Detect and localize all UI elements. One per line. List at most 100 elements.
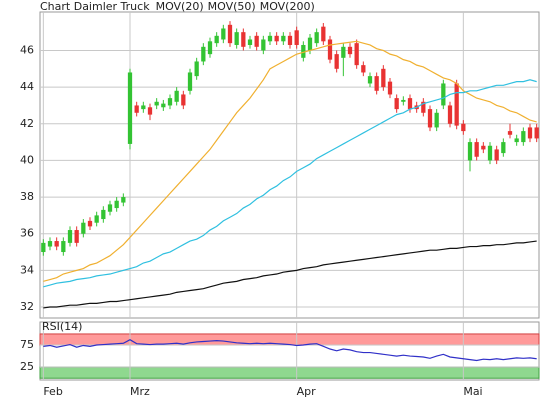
candle-body — [187, 72, 193, 91]
candle-body — [501, 142, 506, 154]
candle-body — [374, 76, 379, 91]
candle-body — [361, 65, 366, 73]
y-tick-label: 34 — [20, 263, 34, 276]
candle-body — [254, 35, 259, 47]
candle-body — [334, 54, 339, 69]
legend-entry: MOV(50) — [208, 0, 256, 13]
chart-title: Chart Daimler Truck — [40, 0, 150, 13]
candle-body — [321, 26, 326, 42]
candle-body — [234, 32, 239, 45]
candle-body — [301, 44, 306, 58]
candle-body — [381, 68, 386, 88]
candle-body — [121, 197, 126, 203]
candle-body — [294, 30, 299, 45]
candle-body — [401, 99, 406, 102]
y-tick-label: 36 — [20, 227, 34, 240]
candle-body — [367, 76, 373, 84]
candle-body — [134, 105, 139, 113]
candle-body — [214, 35, 219, 44]
y-tick-label: 75 — [20, 338, 34, 351]
candle-body — [74, 230, 79, 243]
candle-body — [454, 83, 459, 126]
candle-body — [141, 105, 146, 110]
y-tick-label: 32 — [20, 300, 34, 313]
candle-body — [161, 103, 166, 108]
candle-body — [534, 127, 539, 139]
candle-body — [467, 142, 473, 161]
candle-body — [167, 98, 173, 106]
candle-body — [67, 230, 73, 243]
candle-body — [527, 127, 533, 139]
candle-body — [507, 131, 513, 135]
candle-body — [447, 105, 453, 124]
y-tick-label: 25 — [20, 360, 34, 373]
y-tick-label: 38 — [20, 190, 34, 203]
y-tick-label: 42 — [20, 117, 34, 130]
candle-body — [181, 94, 186, 106]
candle-body — [421, 101, 426, 113]
candle-body — [394, 98, 399, 110]
candle-body — [314, 32, 319, 44]
candle-body — [54, 241, 59, 247]
candle-body — [274, 35, 279, 42]
candle-body — [81, 222, 86, 234]
ma-line — [43, 40, 537, 282]
rsi-label: RSI(14) — [42, 320, 82, 333]
candle-body — [514, 138, 519, 143]
candle-body — [521, 131, 526, 143]
candle-body — [147, 107, 153, 115]
x-tick-label: Feb — [43, 385, 62, 398]
candle-body — [441, 83, 446, 106]
candle-body — [407, 98, 413, 110]
candle-body — [487, 145, 493, 161]
candle-body — [494, 149, 499, 161]
candle-body — [227, 24, 233, 44]
candle-body — [174, 90, 179, 102]
candle-body — [194, 61, 199, 77]
candle-body — [474, 142, 479, 157]
candle-body — [101, 209, 106, 220]
x-tick-label: Apr — [297, 385, 317, 398]
ma-line — [43, 339, 537, 362]
candle-body — [307, 37, 313, 51]
candle-body — [387, 81, 393, 95]
candle-body — [354, 43, 359, 66]
legend-entry: MOV(20) — [156, 0, 204, 13]
candle-body — [107, 204, 113, 212]
x-tick-label: Mai — [463, 385, 482, 398]
candle-body — [201, 46, 206, 62]
candle-body — [154, 101, 159, 106]
candle-body — [267, 35, 273, 42]
candle-body — [481, 145, 486, 150]
candle-body — [281, 35, 286, 42]
candle-body — [427, 109, 433, 128]
candle-body — [347, 46, 353, 55]
candle-body — [341, 46, 346, 58]
ma-line — [43, 79, 537, 288]
y-tick-label: 40 — [20, 153, 34, 166]
candle-body — [261, 39, 266, 51]
candle-body — [247, 39, 253, 45]
candle-body — [434, 112, 439, 128]
plot-area — [39, 11, 540, 319]
candle-body — [94, 215, 99, 223]
candle-body — [47, 241, 53, 247]
candle-body — [221, 28, 226, 40]
candle-body — [207, 41, 213, 55]
candle-body — [127, 72, 133, 144]
candle-body — [114, 200, 119, 209]
candle-body — [461, 123, 466, 132]
candle-body — [327, 39, 333, 60]
y-tick-label: 46 — [20, 43, 34, 56]
candle-body — [61, 241, 66, 253]
candle-body — [287, 35, 293, 45]
x-tick-label: Mrz — [130, 385, 150, 398]
candle-body — [41, 242, 46, 253]
zone — [39, 366, 540, 379]
legend-entry: MOV(200) — [260, 0, 315, 13]
candle-body — [241, 32, 246, 47]
y-tick-label: 44 — [20, 80, 34, 93]
candle-body — [87, 220, 93, 227]
ma-line — [43, 240, 537, 309]
